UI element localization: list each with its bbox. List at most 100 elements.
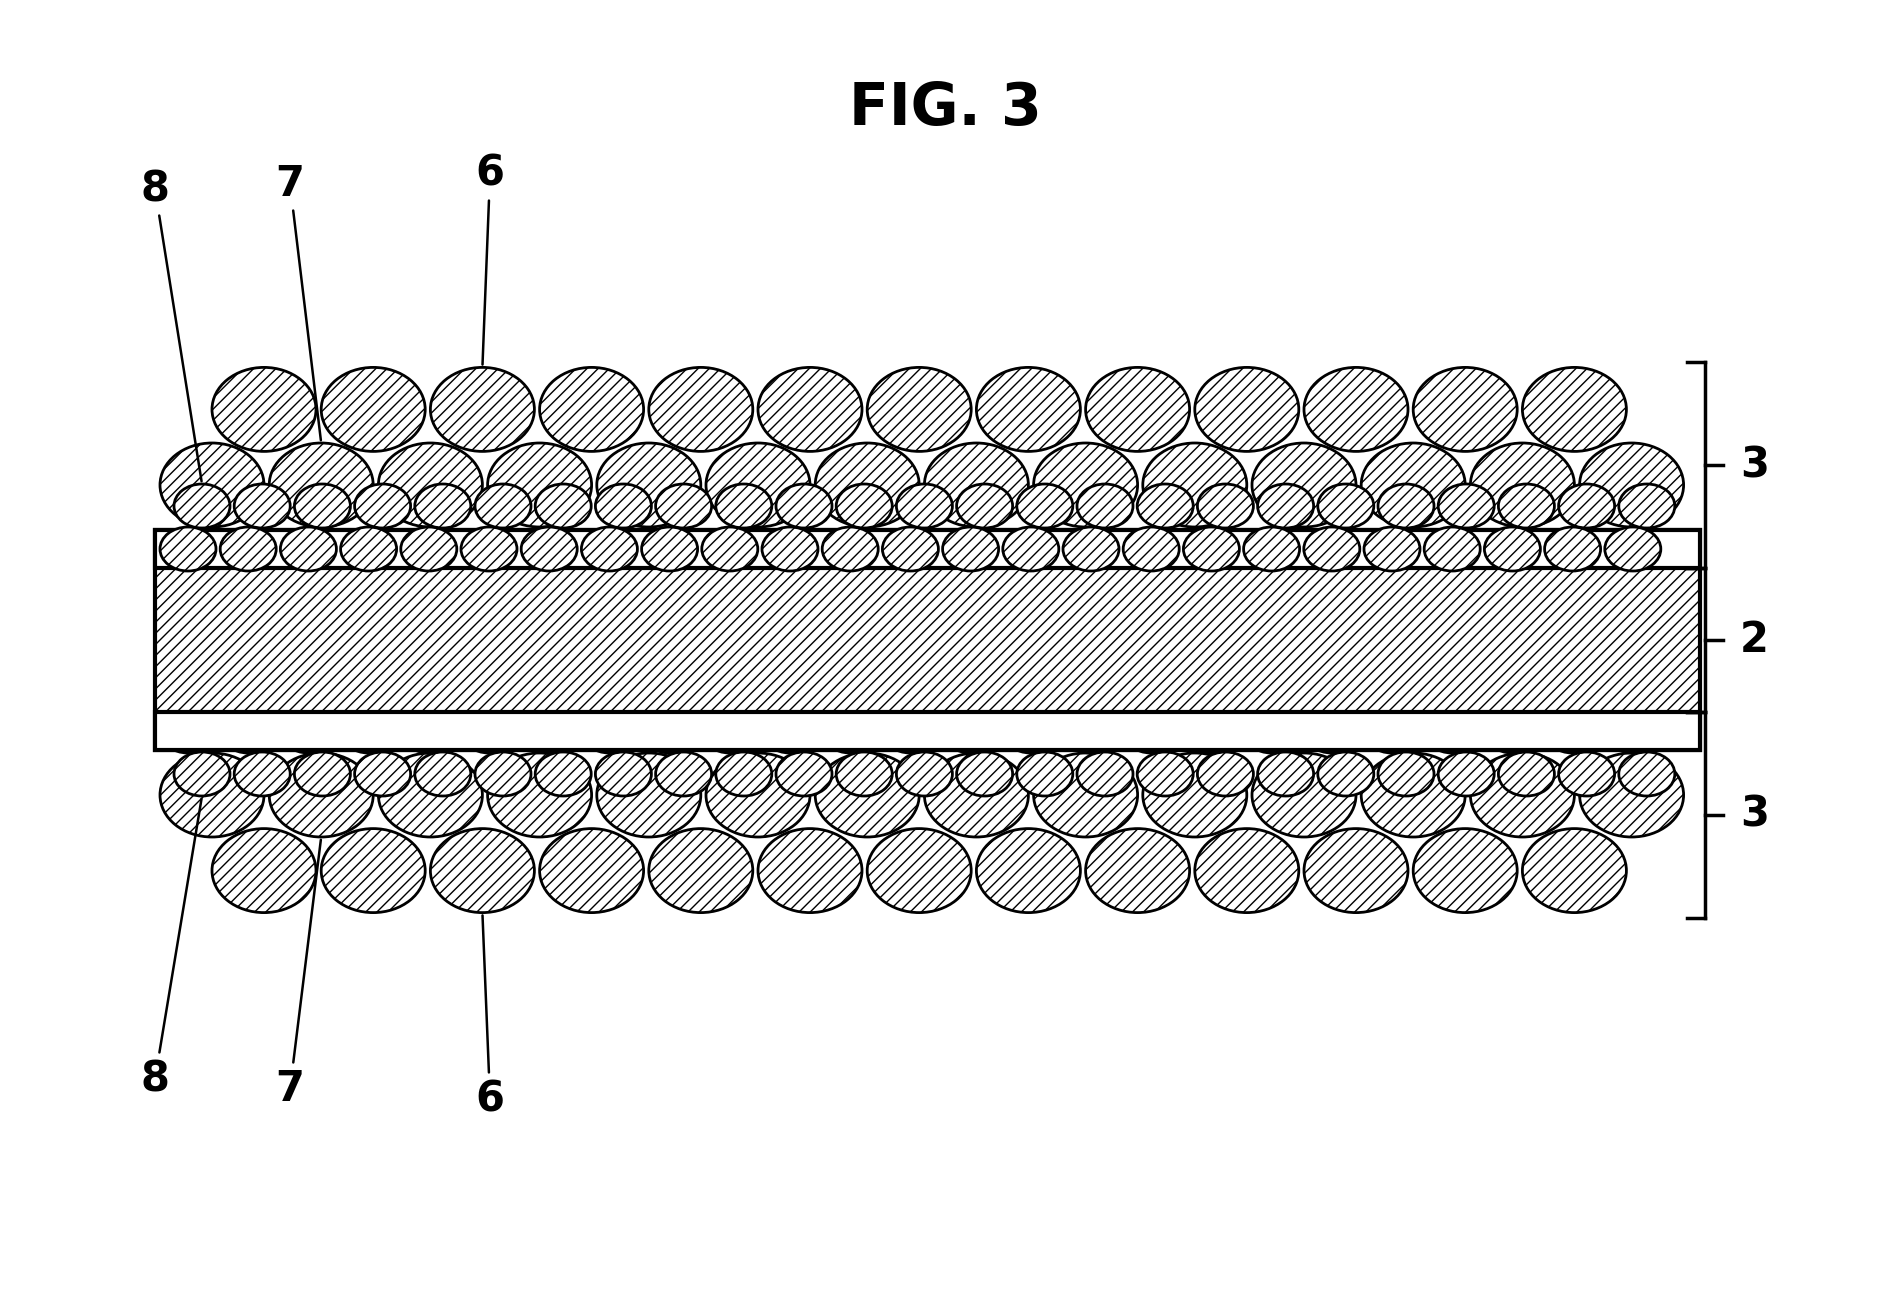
Ellipse shape bbox=[822, 708, 878, 753]
Text: 2: 2 bbox=[1740, 620, 1768, 661]
Ellipse shape bbox=[1256, 752, 1313, 796]
Ellipse shape bbox=[212, 367, 315, 451]
Ellipse shape bbox=[1424, 527, 1479, 571]
Ellipse shape bbox=[1364, 527, 1419, 571]
Ellipse shape bbox=[268, 753, 372, 836]
Ellipse shape bbox=[1360, 443, 1464, 527]
Ellipse shape bbox=[234, 484, 291, 528]
Ellipse shape bbox=[977, 367, 1081, 451]
Ellipse shape bbox=[1619, 752, 1674, 796]
Bar bbox=[155, 531, 1698, 569]
Ellipse shape bbox=[701, 527, 757, 571]
Ellipse shape bbox=[924, 753, 1028, 836]
Ellipse shape bbox=[540, 367, 644, 451]
Ellipse shape bbox=[431, 367, 535, 451]
Ellipse shape bbox=[1183, 708, 1239, 753]
Text: 7: 7 bbox=[276, 163, 321, 440]
Ellipse shape bbox=[835, 484, 892, 528]
Ellipse shape bbox=[716, 484, 771, 528]
Ellipse shape bbox=[1198, 484, 1252, 528]
Ellipse shape bbox=[1470, 443, 1574, 527]
Ellipse shape bbox=[1303, 708, 1358, 753]
Text: 6: 6 bbox=[476, 915, 504, 1120]
Ellipse shape bbox=[540, 829, 644, 912]
Text: 8: 8 bbox=[140, 169, 202, 481]
Ellipse shape bbox=[268, 443, 372, 527]
Ellipse shape bbox=[835, 752, 892, 796]
Ellipse shape bbox=[814, 753, 918, 836]
Ellipse shape bbox=[882, 708, 939, 753]
Ellipse shape bbox=[1137, 484, 1192, 528]
Ellipse shape bbox=[648, 829, 752, 912]
Ellipse shape bbox=[378, 753, 482, 836]
Ellipse shape bbox=[521, 527, 576, 571]
Ellipse shape bbox=[1360, 753, 1464, 836]
Ellipse shape bbox=[340, 708, 397, 753]
Ellipse shape bbox=[1137, 752, 1192, 796]
Ellipse shape bbox=[822, 527, 878, 571]
Ellipse shape bbox=[1543, 527, 1600, 571]
Ellipse shape bbox=[1377, 484, 1434, 528]
Ellipse shape bbox=[1317, 484, 1373, 528]
Ellipse shape bbox=[174, 484, 230, 528]
Ellipse shape bbox=[1604, 527, 1660, 571]
Ellipse shape bbox=[1251, 753, 1354, 836]
Ellipse shape bbox=[174, 752, 230, 796]
Ellipse shape bbox=[340, 527, 397, 571]
Text: 7: 7 bbox=[276, 840, 321, 1110]
Ellipse shape bbox=[706, 753, 810, 836]
Ellipse shape bbox=[867, 829, 971, 912]
Ellipse shape bbox=[640, 527, 697, 571]
Bar bbox=[155, 531, 1698, 750]
Ellipse shape bbox=[956, 484, 1013, 528]
Ellipse shape bbox=[1194, 829, 1298, 912]
Ellipse shape bbox=[1122, 708, 1179, 753]
Ellipse shape bbox=[597, 443, 701, 527]
Ellipse shape bbox=[1077, 752, 1132, 796]
Ellipse shape bbox=[595, 484, 652, 528]
Ellipse shape bbox=[655, 484, 712, 528]
Ellipse shape bbox=[1619, 484, 1674, 528]
Ellipse shape bbox=[943, 527, 997, 571]
Ellipse shape bbox=[212, 829, 315, 912]
Ellipse shape bbox=[535, 484, 591, 528]
Ellipse shape bbox=[1438, 484, 1494, 528]
Ellipse shape bbox=[1243, 527, 1300, 571]
Ellipse shape bbox=[280, 708, 336, 753]
Ellipse shape bbox=[706, 443, 810, 527]
Ellipse shape bbox=[655, 752, 712, 796]
Ellipse shape bbox=[757, 367, 861, 451]
Ellipse shape bbox=[1003, 527, 1058, 571]
Ellipse shape bbox=[1579, 443, 1683, 527]
Ellipse shape bbox=[1016, 484, 1073, 528]
Text: 3: 3 bbox=[1740, 793, 1768, 835]
Ellipse shape bbox=[461, 708, 518, 753]
Ellipse shape bbox=[1198, 752, 1252, 796]
Ellipse shape bbox=[648, 367, 752, 451]
Ellipse shape bbox=[1183, 527, 1239, 571]
Text: 8: 8 bbox=[140, 799, 202, 1100]
Ellipse shape bbox=[521, 708, 576, 753]
Ellipse shape bbox=[295, 752, 349, 796]
Ellipse shape bbox=[943, 708, 997, 753]
Ellipse shape bbox=[1077, 484, 1132, 528]
Ellipse shape bbox=[582, 527, 637, 571]
Ellipse shape bbox=[1016, 752, 1073, 796]
Ellipse shape bbox=[431, 829, 535, 912]
Ellipse shape bbox=[1558, 752, 1613, 796]
Ellipse shape bbox=[1003, 708, 1058, 753]
Ellipse shape bbox=[1413, 829, 1517, 912]
Ellipse shape bbox=[1470, 753, 1574, 836]
Ellipse shape bbox=[757, 829, 861, 912]
Ellipse shape bbox=[1251, 443, 1354, 527]
Ellipse shape bbox=[1143, 753, 1247, 836]
Ellipse shape bbox=[1194, 367, 1298, 451]
Ellipse shape bbox=[487, 753, 591, 836]
Ellipse shape bbox=[1413, 367, 1517, 451]
Ellipse shape bbox=[378, 443, 482, 527]
Ellipse shape bbox=[161, 753, 264, 836]
Ellipse shape bbox=[1579, 753, 1683, 836]
Ellipse shape bbox=[595, 752, 652, 796]
Ellipse shape bbox=[761, 527, 818, 571]
Ellipse shape bbox=[280, 527, 336, 571]
